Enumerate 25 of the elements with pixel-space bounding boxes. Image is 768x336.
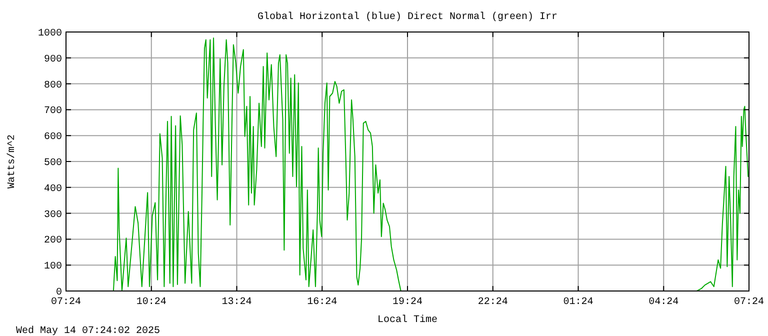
chart-title: Global Horizontal (blue) Direct Normal (green) Irr: [257, 11, 558, 23]
y-tick-label: 100: [44, 262, 62, 273]
y-tick-label: 200: [44, 236, 62, 247]
y-tick-label: 300: [44, 210, 62, 221]
x-tick-label: 16:24: [307, 297, 338, 308]
x-tick-label: 07:24: [50, 297, 82, 308]
x-tick-label: 10:24: [136, 297, 166, 308]
text: Wed May 14 07:24:02 2025: [16, 325, 160, 336]
y-tick-label: 0: [56, 288, 62, 298]
x-tick-label: 04:24: [648, 297, 679, 308]
x-tick-label: 13:24: [222, 297, 252, 308]
y-axis-title: Watts/m^2: [6, 134, 18, 189]
x-tick-label: 07:24: [734, 297, 764, 308]
x-tick-label: 22:24: [478, 297, 508, 308]
y-tick-label: 800: [44, 80, 62, 92]
y-tick-label: 600: [44, 132, 62, 144]
y-tick-label: 900: [44, 54, 62, 66]
y-tick-label: 1000: [38, 28, 62, 40]
y-tick-label: 400: [44, 184, 62, 195]
x-tick-label: 01:24: [563, 297, 594, 308]
y-tick-label: 500: [44, 158, 62, 169]
y-tick-label: 700: [44, 106, 62, 118]
x-axis-title: Local Time: [377, 314, 438, 326]
x-tick-label: 19:24: [392, 297, 423, 308]
line-series: [112, 37, 750, 292]
